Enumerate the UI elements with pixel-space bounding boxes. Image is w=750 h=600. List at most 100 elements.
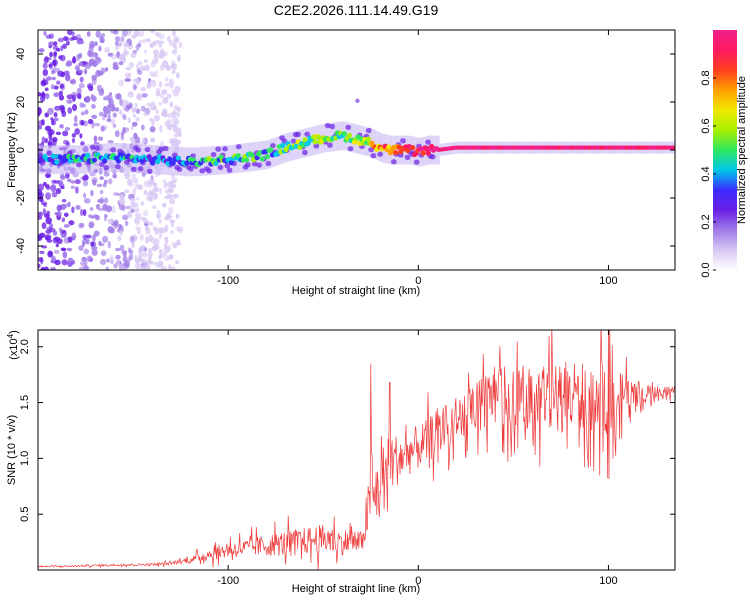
noise-blob (69, 220, 73, 226)
noise-blob (144, 236, 150, 244)
snr-y-multiplier-exponent: 4 (6, 333, 15, 338)
ridge-blob (400, 138, 407, 144)
noise-blob (141, 258, 147, 264)
noise-blob (129, 197, 136, 203)
noise-blob (50, 117, 54, 121)
noise-blob (76, 87, 82, 95)
noise-blob (90, 241, 95, 248)
noise-blob (77, 54, 82, 59)
noise-blob (39, 250, 45, 255)
noise-blob (127, 117, 131, 124)
noise-blob (79, 102, 84, 108)
ridge-blob (244, 162, 251, 168)
noise-blob (44, 112, 50, 118)
noise-blob (165, 212, 172, 221)
noise-blob (164, 257, 170, 261)
noise-blob (79, 40, 85, 45)
ridge-blob (46, 150, 53, 156)
ridge-core (249, 152, 255, 158)
noise-blob (165, 189, 170, 194)
snr-panel: -100 0 100 0.5 1.0 1.5 2.0 Height of straight… (6, 329, 676, 595)
noise-blob (95, 30, 101, 38)
noise-blob (161, 252, 167, 258)
noise-blob (174, 85, 181, 93)
noise-blob (114, 40, 119, 46)
noise-blob (52, 188, 56, 197)
noise-blob (127, 30, 132, 36)
noise-blob (60, 45, 64, 52)
noise-blob (116, 259, 120, 267)
noise-blob (40, 119, 45, 126)
snr-y-tick-label: 2.0 (19, 339, 31, 354)
noise-blob (123, 41, 130, 48)
noise-blob (171, 70, 176, 74)
noise-blob (45, 192, 52, 200)
noise-blob (160, 266, 168, 270)
noise-blob (162, 97, 169, 104)
noise-blob (120, 133, 124, 141)
noise-blob (85, 95, 91, 103)
noise-blob (67, 201, 71, 208)
noise-blob (158, 254, 163, 260)
noise-blob (168, 206, 174, 215)
noise-blob (72, 104, 78, 112)
noise-blob (149, 79, 155, 84)
noise-blob (77, 69, 84, 74)
noise-blob (171, 60, 176, 66)
noise-blob (87, 50, 93, 57)
noise-blob (158, 41, 163, 48)
noise-blob (135, 262, 141, 270)
noise-blob (44, 87, 49, 92)
noise-blob (78, 82, 85, 89)
noise-blob (88, 44, 95, 49)
noise-blob (53, 112, 58, 118)
noise-blob (48, 133, 53, 141)
ridge-core (365, 136, 371, 142)
noise-blob (82, 209, 87, 216)
noise-blob (55, 188, 62, 195)
noise-blob (132, 50, 138, 54)
ridge-blob (345, 124, 352, 130)
noise-blob (96, 84, 103, 92)
ridge-blob (206, 168, 213, 174)
noise-blob (145, 227, 151, 235)
spectrogram-x-tick-label: 0 (415, 275, 421, 287)
ridge-blob (215, 146, 222, 152)
noise-blob (151, 119, 155, 127)
noise-blob (170, 265, 176, 270)
ridge-core (91, 157, 98, 163)
noise-blob (52, 45, 59, 51)
noise-blob (78, 245, 84, 251)
noise-blob (157, 227, 164, 234)
noise-blob (153, 58, 159, 64)
noise-blob (171, 242, 178, 247)
ridge-halo (396, 135, 399, 165)
noise-blob (171, 49, 178, 55)
ridge-core (50, 153, 57, 159)
noise-blob (65, 61, 72, 67)
noise-blob (95, 203, 101, 210)
noise-blob (104, 47, 110, 54)
noise-blob (164, 224, 169, 232)
noise-blob (141, 137, 146, 144)
noise-blob (112, 112, 117, 118)
noise-blob (143, 189, 148, 195)
ridge-blob (187, 166, 194, 172)
ridge-core (420, 150, 426, 156)
ridge-blob (404, 154, 411, 160)
noise-blob (127, 247, 132, 254)
noise-blob (127, 91, 135, 98)
snr-y-axis-label: SNR (10 * v/v) (6, 415, 18, 485)
noise-blob (71, 31, 75, 37)
noise-blob (159, 124, 163, 133)
noise-blob (42, 69, 49, 77)
noise-blob (98, 45, 102, 52)
noise-blob (107, 178, 113, 185)
noise-blob (135, 207, 140, 213)
noise-blob (38, 216, 43, 220)
noise-blob (83, 198, 91, 204)
noise-blob (157, 260, 164, 268)
ridge-core (54, 159, 60, 165)
noise-blob (121, 249, 128, 255)
noise-blob (52, 59, 58, 67)
